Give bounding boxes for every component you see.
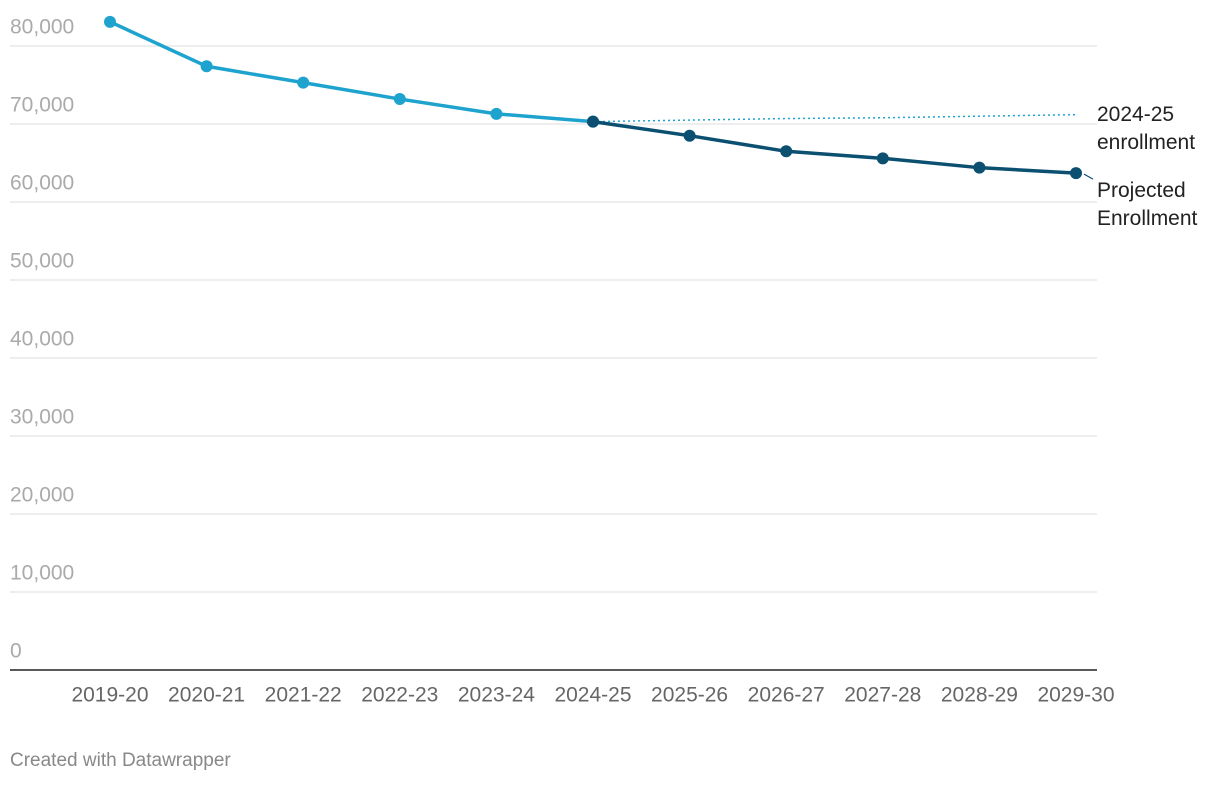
x-tick-label: 2019-20 bbox=[71, 684, 148, 707]
y-tick-label: 60,000 bbox=[10, 172, 74, 195]
x-tick-label: 2025-26 bbox=[651, 684, 728, 707]
point bbox=[393, 93, 406, 106]
x-tick-label: 2023-24 bbox=[458, 684, 535, 707]
series-label: 2024-25 enrollment bbox=[1097, 102, 1196, 154]
y-tick-label: 0 bbox=[10, 640, 22, 663]
x-tick-label: 2021-22 bbox=[265, 684, 342, 707]
point bbox=[297, 76, 310, 89]
y-tick-label: 20,000 bbox=[10, 484, 74, 507]
y-tick-label: 30,000 bbox=[10, 406, 74, 429]
x-tick-label: 2024-25 bbox=[554, 684, 631, 707]
x-tick-label: 2022-23 bbox=[361, 684, 438, 707]
label-connector bbox=[1083, 173, 1094, 180]
series-line bbox=[109, 20, 594, 124]
y-tick-label: 10,000 bbox=[10, 562, 74, 585]
x-tick-label: 2026-27 bbox=[748, 684, 825, 707]
y-tick-label: 40,000 bbox=[10, 328, 74, 351]
point bbox=[200, 60, 213, 73]
y-tick-label: 50,000 bbox=[10, 250, 74, 273]
point bbox=[683, 129, 696, 142]
x-tick-label: 2029-30 bbox=[1037, 684, 1114, 707]
point bbox=[490, 107, 503, 120]
x-tick-label: 2020-21 bbox=[168, 684, 245, 707]
x-tick-label: 2028-29 bbox=[941, 684, 1018, 707]
x-tick-label: 2027-28 bbox=[844, 684, 921, 707]
series-line bbox=[592, 119, 1077, 175]
point bbox=[587, 115, 599, 128]
y-tick-label: 80,000 bbox=[10, 16, 74, 39]
series-label: Projected Enrollment bbox=[1097, 179, 1198, 231]
point bbox=[1070, 167, 1082, 180]
point bbox=[780, 145, 793, 158]
point bbox=[973, 161, 986, 174]
y-tick-label: 70,000 bbox=[10, 94, 74, 117]
series-line bbox=[592, 113, 1077, 123]
footer: Created with Datawrapper bbox=[10, 750, 231, 771]
point bbox=[876, 152, 889, 165]
point bbox=[104, 15, 116, 28]
